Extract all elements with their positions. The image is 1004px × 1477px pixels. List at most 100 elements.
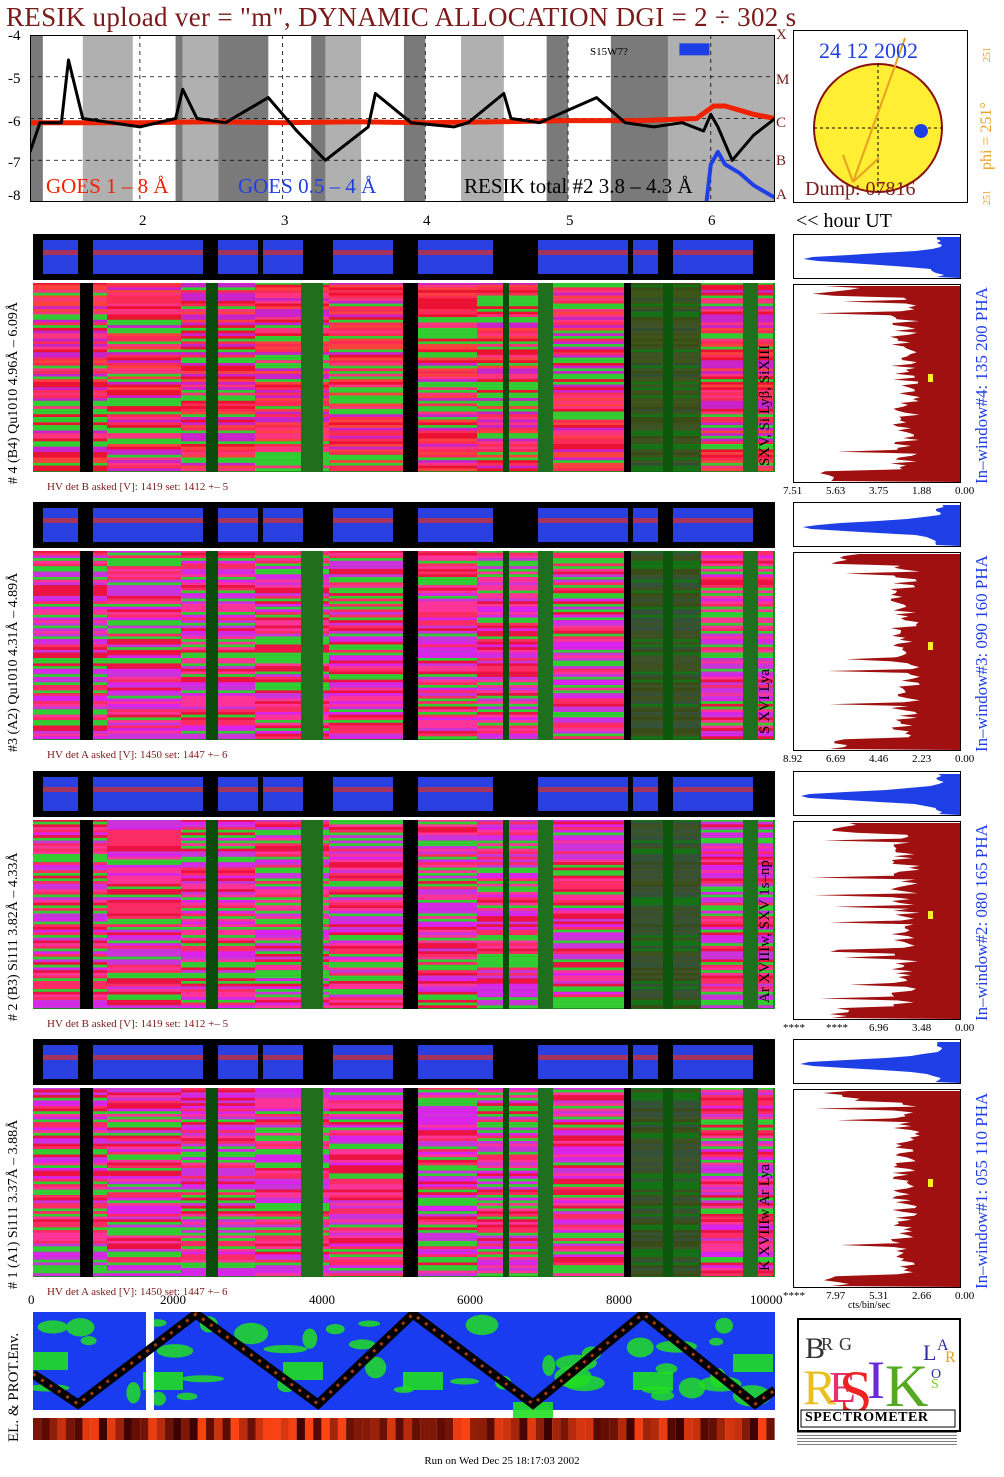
spec-gap [503, 550, 509, 740]
spec-row [477, 1254, 551, 1258]
spec-row [477, 346, 551, 350]
spec-row [107, 843, 181, 847]
env-strip-cell [486, 1418, 495, 1440]
spec-row [255, 897, 329, 901]
spec-row [551, 1138, 625, 1142]
spec-row [699, 666, 773, 669]
spec-row [477, 1240, 551, 1244]
spec-row [403, 336, 477, 339]
spec-row [33, 717, 107, 721]
spec-row [403, 566, 477, 569]
spec-row [403, 720, 477, 723]
spec-row [551, 354, 625, 358]
spec-row [329, 1224, 403, 1228]
spec-row [33, 728, 107, 731]
strip-line [633, 787, 658, 792]
spec-row [33, 978, 107, 982]
spec-row [477, 1116, 551, 1120]
spec-row [551, 717, 625, 721]
spec-row [477, 819, 551, 822]
spec-row [551, 284, 625, 288]
spec-row [403, 937, 477, 941]
spec-row [107, 1254, 181, 1258]
spec-row [255, 1151, 329, 1155]
spec-row [181, 981, 255, 984]
spec-row [33, 568, 107, 572]
spec-row [477, 837, 551, 841]
spec-row [107, 590, 181, 594]
spec-row [625, 292, 699, 296]
spec-row [33, 1165, 107, 1169]
spec-row [329, 972, 403, 976]
spec-row [255, 620, 329, 623]
spec-row [477, 341, 551, 345]
env-strip-cell [700, 1418, 709, 1440]
spec-row [699, 344, 773, 347]
spec-row [33, 916, 107, 919]
spec-row [699, 379, 773, 382]
spec-row [329, 563, 403, 567]
spec-row [625, 1124, 699, 1128]
spec-row [403, 574, 477, 578]
spec-row [477, 881, 551, 884]
strip-line [43, 518, 78, 523]
spec-row [107, 1103, 181, 1106]
spec-row [403, 932, 477, 936]
spec-row [33, 606, 107, 610]
spec-row [403, 606, 477, 610]
spec-row [107, 889, 181, 892]
spec-row [403, 641, 477, 645]
spec-row [181, 438, 255, 442]
spec-row [477, 371, 551, 374]
spec-row [329, 1205, 403, 1209]
spec-row [255, 1213, 329, 1217]
spec-row [477, 1119, 551, 1123]
spec-row [551, 390, 625, 393]
spec-row [551, 1114, 625, 1117]
spec-row [477, 336, 551, 339]
spec-row [181, 991, 255, 995]
spec-row [33, 889, 107, 892]
spec-row [477, 441, 551, 445]
spec-row [181, 1189, 255, 1193]
spec-row [403, 829, 477, 833]
spec-row [33, 314, 107, 318]
spec-row [551, 433, 625, 436]
spec-row [551, 1240, 625, 1244]
spec-row [255, 309, 329, 312]
spec-row [107, 419, 181, 423]
hist-frame [793, 821, 961, 1020]
spec-row [329, 682, 403, 686]
spec-row [107, 614, 181, 618]
spec-row [181, 829, 255, 833]
spec-row [551, 452, 625, 455]
spec-row [403, 1240, 477, 1244]
spec-row [699, 1240, 773, 1244]
spec-row [477, 728, 551, 731]
spec-row [699, 943, 773, 946]
spec-row [477, 1089, 551, 1093]
spec-row [477, 1170, 551, 1174]
spec-body [33, 282, 775, 472]
spec-row [403, 628, 477, 632]
spec-row [181, 900, 255, 903]
spec-row [329, 449, 403, 453]
spec-row [477, 295, 551, 299]
spec-row [625, 972, 699, 976]
spec-row [699, 736, 773, 740]
env-strip-cell [758, 1418, 767, 1440]
spec-row [255, 1257, 329, 1260]
spec-row [255, 612, 329, 615]
spec-row [107, 344, 181, 347]
spec-row [329, 363, 403, 366]
spec-row [33, 1146, 107, 1150]
spec-row [551, 1192, 625, 1196]
spec-row [255, 891, 329, 895]
spec-gap [743, 550, 758, 740]
spec-row [625, 582, 699, 586]
spec-row [551, 937, 625, 941]
spec-row [329, 846, 403, 849]
spec-row [181, 411, 255, 415]
spec-row [255, 1273, 329, 1277]
strip-line [433, 787, 493, 792]
